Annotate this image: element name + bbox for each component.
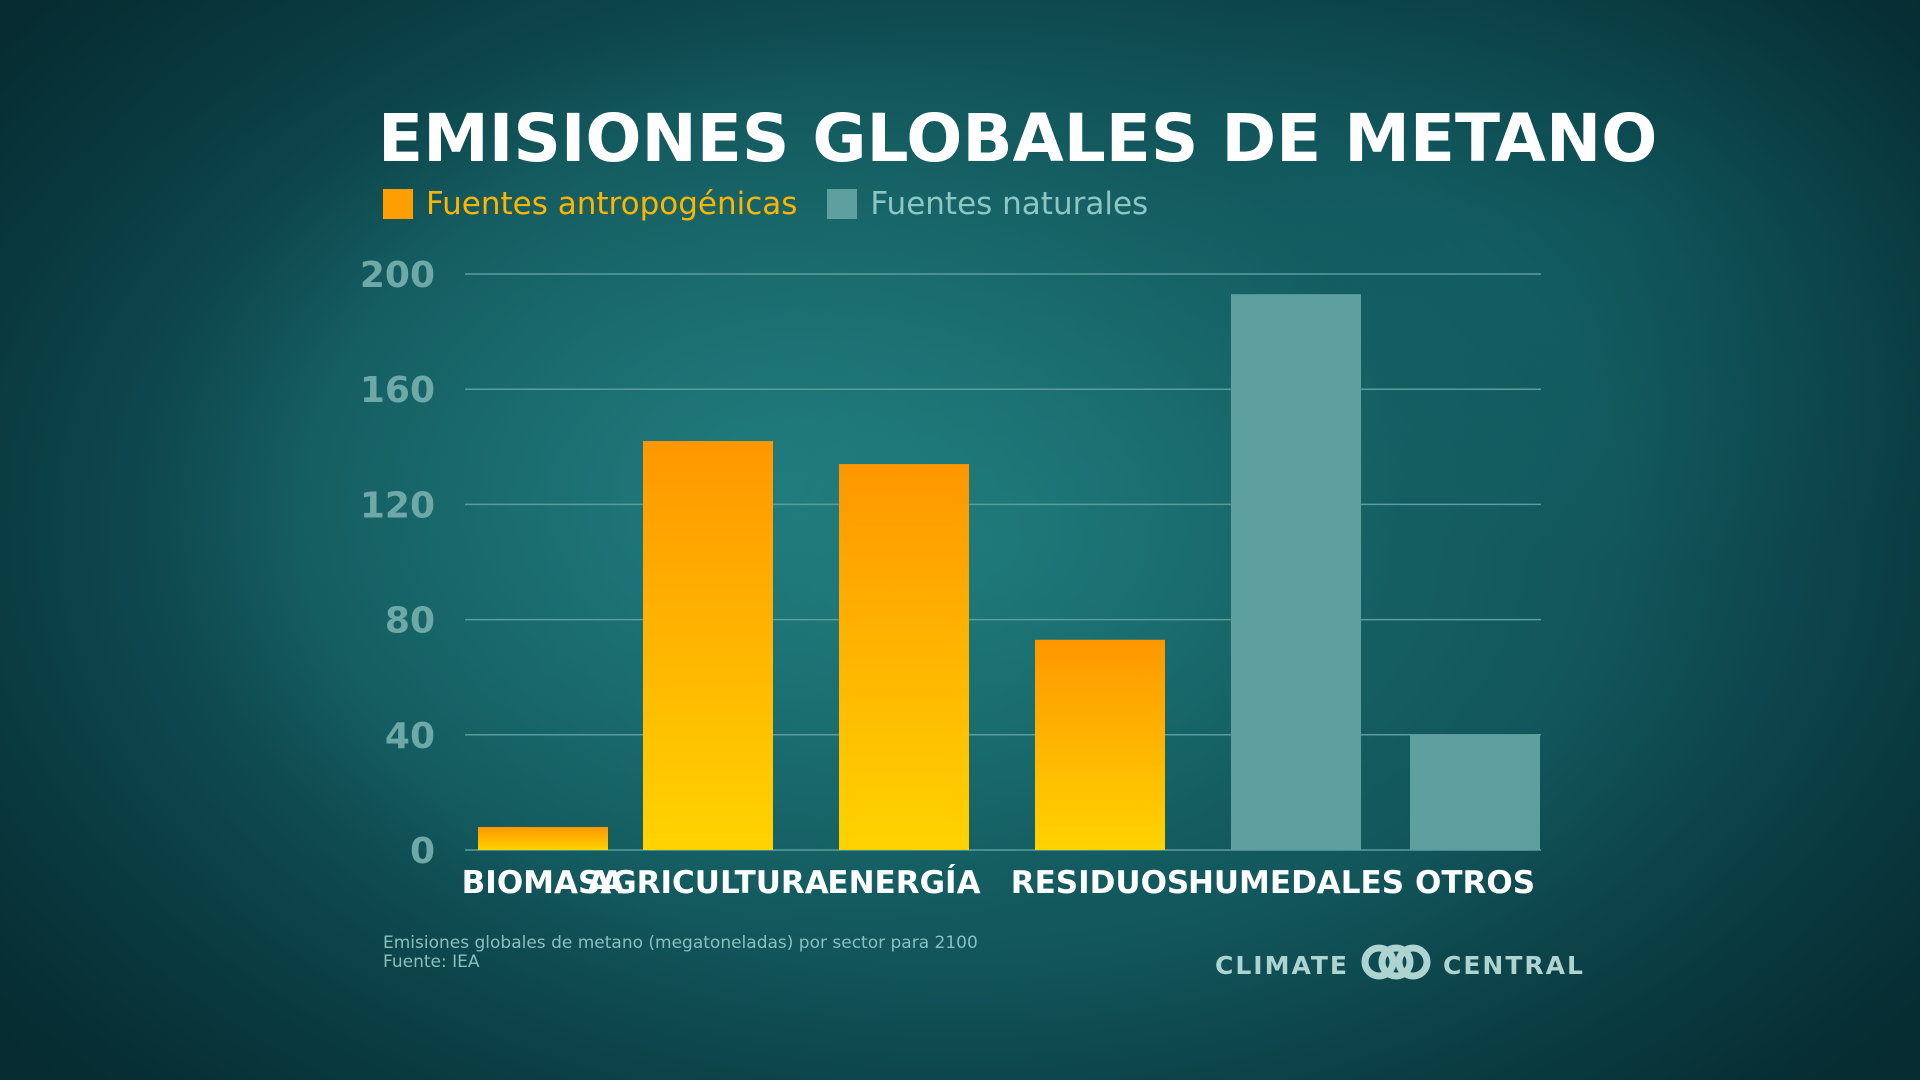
bar-energía (839, 464, 969, 850)
y-tick-label: 160 (360, 370, 435, 411)
legend-label-anthropogenic: Fuentes antropogénicas (426, 186, 798, 222)
legend-swatch-anthropogenic (383, 189, 413, 219)
climate-central-logo: CLIMATE CENTRAL (1215, 943, 1585, 987)
y-tick-label: 120 (360, 485, 435, 526)
x-category-label: OTROS (1415, 865, 1535, 901)
y-tick-label: 40 (385, 716, 435, 757)
bar-otros (1410, 734, 1540, 850)
footnote-source: Fuente: IEA (383, 952, 480, 972)
y-tick-label: 200 (360, 255, 435, 296)
footnote-description: Emisiones globales de metano (megatonela… (383, 933, 978, 953)
bar-humedales (1231, 294, 1361, 850)
bar-residuos (1035, 639, 1165, 850)
y-tick-label: 0 (410, 831, 435, 872)
footnote: Emisiones globales de metano (megatonela… (383, 934, 978, 972)
x-category-label: ENERGÍA (827, 865, 980, 901)
logo-text-climate: CLIMATE (1215, 950, 1349, 980)
legend-item-anthropogenic: Fuentes antropogénicas (383, 186, 797, 222)
legend-item-natural: Fuentes naturales (827, 186, 1148, 222)
bar-biomasa (478, 826, 608, 850)
logo-text-central: CENTRAL (1443, 950, 1585, 980)
logo-rings-icon (1359, 943, 1433, 987)
legend: Fuentes antropogénicas Fuentes naturales (383, 186, 1178, 222)
x-category-label: BIOMASA (462, 865, 625, 901)
x-category-label: RESIDUOS (1011, 865, 1190, 901)
y-tick-label: 80 (385, 601, 435, 642)
x-category-label: AGRICULTURA (587, 865, 829, 901)
legend-label-natural: Fuentes naturales (870, 186, 1149, 222)
bar-agricultura (643, 441, 773, 850)
legend-swatch-natural (827, 189, 858, 219)
x-category-label: HUMEDALES (1188, 865, 1404, 901)
chart-title: EMISIONES GLOBALES DE METANO (378, 100, 1658, 177)
